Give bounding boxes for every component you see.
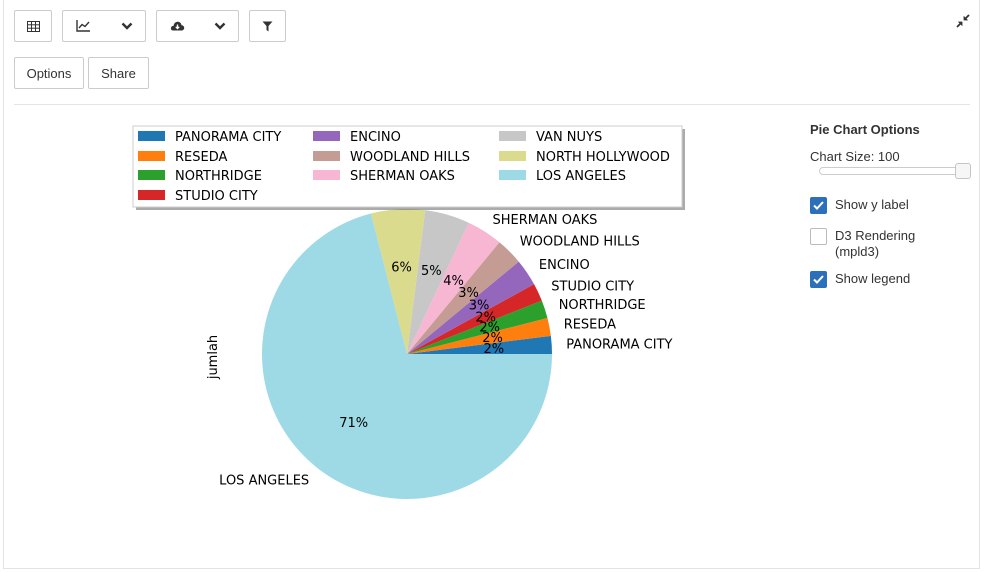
- chart-size-label: Chart Size: 100: [810, 149, 900, 164]
- pie-slices: [261, 208, 552, 500]
- pie-slice-woodland-hills: [407, 242, 519, 354]
- filter-button[interactable]: [249, 10, 286, 42]
- pie-slice-north-hollywood: [370, 208, 426, 354]
- pie-slice-studio-city: [407, 284, 542, 354]
- show-legend-text: Show legend: [835, 271, 911, 286]
- chart-size-slider-handle[interactable]: [955, 163, 971, 179]
- legend-item-sherman-oaks: SHERMAN OAKS: [313, 169, 455, 184]
- legend-item-encino: ENCINO: [313, 130, 401, 145]
- legend-box: [132, 125, 683, 208]
- legend-label: STUDIO CITY: [175, 189, 258, 204]
- d3-rendering-text: D3 Rendering (mpld3): [835, 228, 915, 260]
- legend-label: ENCINO: [350, 130, 401, 145]
- compress-icon[interactable]: [956, 14, 970, 28]
- show-legend-checkbox[interactable]: [810, 271, 827, 288]
- pie-percent-label: 6%: [391, 261, 412, 276]
- pie-percent-label: 71%: [339, 416, 368, 431]
- legend-swatch: [138, 151, 165, 161]
- legend-label: SHERMAN OAKS: [350, 169, 455, 184]
- line-chart-icon: [76, 20, 90, 32]
- pie-slice-sherman-oaks: [407, 222, 500, 354]
- legend-swatch: [138, 170, 165, 180]
- legend-item-north-hollywood: NORTH HOLLYWOOD: [499, 150, 670, 165]
- share-button[interactable]: Share: [88, 57, 149, 89]
- d3-rendering-option[interactable]: D3 Rendering (mpld3): [810, 228, 915, 260]
- pie-slice-reseda: [407, 317, 551, 354]
- legend-label: NORTH HOLLYWOOD: [536, 150, 670, 165]
- divider: [14, 104, 970, 105]
- legend-swatch: [499, 131, 526, 141]
- chart-panel: [3, 0, 980, 569]
- chevron-down-icon: [214, 22, 226, 30]
- show-legend-option[interactable]: Show legend: [810, 271, 910, 288]
- pie-slice-label: NORTHRIDGE: [559, 298, 646, 313]
- legend-label: NORTHRIDGE: [175, 169, 262, 184]
- legend-item-woodland-hills: WOODLAND HILLS: [313, 150, 470, 165]
- pie-slice-label: SHERMAN OAKS: [493, 213, 598, 228]
- y-axis-label: jumlah: [206, 335, 221, 380]
- chevron-down-icon: [121, 22, 133, 30]
- pie-slice-encino: [407, 261, 535, 354]
- table-view-button[interactable]: [14, 10, 52, 42]
- legend-label: LOS ANGELES: [536, 169, 626, 184]
- pie-percent-label: 4%: [443, 274, 464, 289]
- legend-item-van-nuys: VAN NUYS: [499, 130, 602, 145]
- pie-slice-van-nuys: [407, 210, 469, 354]
- chart-legend: PANORAMA CITY RESEDA NORTHRIDGE STUDIO CITY…: [132, 125, 685, 210]
- pie-percent-labels: 2%2%2%2%3%3%4%5%6%71%: [339, 261, 504, 432]
- pie-slice-label: STUDIO CITY: [551, 280, 634, 295]
- pie-slice-label: LOS ANGELES: [219, 474, 309, 489]
- pie-percent-label: 2%: [475, 311, 496, 326]
- pie-slice-label: ENCINO: [539, 258, 590, 273]
- pie-percent-label: 5%: [421, 264, 442, 279]
- cloud-download-icon: [170, 21, 185, 31]
- pie-percent-label: 3%: [469, 299, 490, 314]
- options-button[interactable]: Options: [14, 57, 84, 89]
- pie-percent-label: 2%: [482, 331, 503, 346]
- legend-item-northridge: NORTHRIDGE: [138, 169, 262, 184]
- legend-label: PANORAMA CITY: [175, 130, 281, 145]
- show-y-label-checkbox[interactable]: [810, 197, 827, 214]
- pie-slice-panorama-city: [407, 335, 552, 354]
- pie-percent-label: 2%: [479, 321, 500, 336]
- legend-item-los-angeles: LOS ANGELES: [499, 169, 626, 184]
- table-icon: [26, 20, 40, 32]
- download-dropdown[interactable]: [156, 10, 239, 42]
- pie-slice-label: WOODLAND HILLS: [520, 235, 640, 250]
- filter-icon: [262, 21, 273, 31]
- d3-rendering-text-line1: D3 Rendering: [835, 228, 916, 243]
- d3-rendering-checkbox[interactable]: [810, 228, 827, 245]
- legend-swatch: [138, 190, 165, 200]
- legend-swatch: [313, 170, 340, 180]
- pie-slice-label: RESEDA: [564, 318, 616, 333]
- legend-swatch: [499, 151, 526, 161]
- legend-swatch: [138, 131, 165, 141]
- legend-item-panorama-city: PANORAMA CITY: [138, 130, 281, 145]
- legend-label: WOODLAND HILLS: [350, 150, 470, 165]
- chart-type-dropdown[interactable]: [62, 10, 146, 42]
- pie-percent-label: 2%: [483, 342, 504, 357]
- legend-label: VAN NUYS: [536, 130, 602, 145]
- legend-item-studio-city: STUDIO CITY: [138, 189, 258, 204]
- pie-slice-los-angeles: [261, 213, 552, 500]
- show-y-label-option[interactable]: Show y label: [810, 197, 909, 214]
- legend-label: RESEDA: [175, 150, 227, 165]
- options-title: Pie Chart Options: [810, 122, 920, 137]
- legend-item-reseda: RESEDA: [138, 150, 227, 165]
- legend-swatch: [313, 151, 340, 161]
- pie-slice-label: PANORAMA CITY: [566, 338, 672, 353]
- legend-swatch: [499, 170, 526, 180]
- pie-chart: 2%2%2%2%3%3%4%5%6%71% PANORAMA CITYRESED…: [132, 125, 685, 500]
- pie-percent-label: 3%: [458, 286, 479, 301]
- pie-slice-northridge: [407, 300, 548, 354]
- chart-size-slider[interactable]: [819, 163, 971, 179]
- d3-rendering-text-line2: (mpld3): [835, 244, 880, 259]
- legend-swatch: [313, 131, 340, 141]
- show-y-label-text: Show y label: [835, 197, 909, 212]
